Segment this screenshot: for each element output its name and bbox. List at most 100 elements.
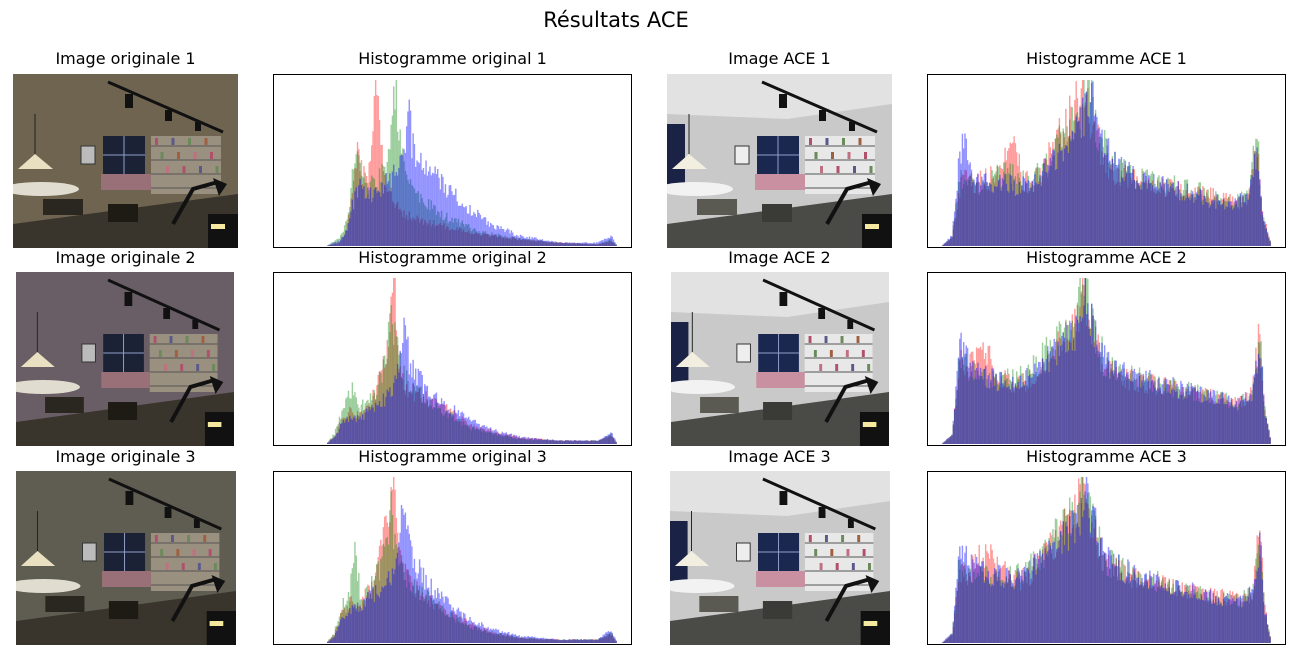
hist-bin — [1030, 584, 1032, 643]
hist-bin — [1070, 330, 1072, 444]
hist-bin — [1165, 195, 1168, 246]
hist-bin — [1109, 568, 1111, 643]
hist-bin — [1149, 388, 1151, 444]
hist-bin — [1171, 389, 1173, 444]
hist-bin — [1260, 341, 1262, 444]
hist-bin — [951, 434, 953, 444]
hist-bin — [1022, 583, 1024, 643]
hist-bin — [1050, 165, 1053, 246]
hist-bin — [338, 422, 341, 444]
hist-bin — [1092, 308, 1094, 444]
hist-bin — [1120, 560, 1123, 643]
hist-bin — [436, 402, 439, 444]
hist-bin — [1184, 584, 1186, 643]
hist-bin — [478, 429, 480, 444]
hist-bin — [327, 442, 329, 444]
hist-bin — [1019, 375, 1022, 444]
hist-bin — [1026, 583, 1028, 643]
ace-histogram-title-1: Histogramme ACE 1 — [1026, 49, 1187, 68]
hist-bin — [336, 243, 338, 246]
hist-bin — [962, 184, 965, 246]
hist-bin — [1021, 185, 1023, 246]
hist-bin — [1048, 538, 1050, 643]
hist-bin — [403, 317, 405, 444]
hist-bin — [566, 640, 568, 643]
hist-bin — [1080, 503, 1083, 643]
hist-bin — [424, 600, 426, 643]
hist-bin — [386, 358, 388, 444]
hist-bin — [473, 424, 475, 444]
hist-bin — [477, 630, 479, 643]
hist-bin — [983, 184, 986, 246]
hist-bin — [1112, 375, 1115, 444]
hist-bin — [1123, 180, 1125, 246]
hist-bin — [465, 425, 467, 444]
hist-bin — [1040, 369, 1042, 444]
hist-bin — [1147, 589, 1150, 643]
hist-bin — [953, 613, 956, 643]
hist-bin — [474, 228, 476, 246]
hist-bin — [1057, 536, 1059, 643]
hist-bin — [416, 585, 418, 643]
hist-bin — [1014, 176, 1017, 246]
hist-bin — [1187, 381, 1190, 444]
hist-bin — [1123, 362, 1125, 444]
hist-bin — [442, 415, 444, 444]
hist-bin — [1069, 516, 1071, 643]
hist-bin — [575, 243, 577, 246]
hist-bin — [1262, 592, 1265, 643]
hist-bin — [475, 217, 478, 246]
hist-bin — [968, 176, 970, 246]
hist-bin — [1244, 593, 1247, 643]
hist-bin — [1182, 592, 1185, 643]
hist-bin — [1221, 605, 1224, 643]
hist-bin — [554, 242, 557, 246]
hist-bin — [439, 217, 442, 246]
hist-bin — [513, 637, 515, 643]
hist-bin — [330, 639, 333, 643]
hist-bin — [1264, 225, 1266, 246]
hist-bin — [407, 219, 409, 246]
ace-histogram-title-2: Histogramme ACE 2 — [1026, 248, 1187, 267]
hist-bin — [554, 242, 557, 246]
hist-bin — [1225, 404, 1227, 444]
hist-bin — [1200, 386, 1203, 444]
hist-bin — [951, 634, 953, 643]
hist-bin — [1114, 371, 1116, 444]
hist-bin — [327, 245, 329, 246]
hist-bin — [536, 440, 538, 444]
hist-bin — [537, 439, 540, 444]
hist-bin — [473, 212, 475, 246]
hist-bin — [548, 240, 550, 246]
hist-bin — [1053, 541, 1055, 643]
hist-bin — [1158, 191, 1160, 246]
hist-bin — [1124, 376, 1127, 444]
hist-bin — [1078, 120, 1080, 246]
hist-bin — [1039, 167, 1041, 246]
hist-bin — [368, 589, 370, 643]
hist-bin — [1195, 199, 1198, 246]
hist-bin — [1144, 172, 1146, 246]
hist-bin — [1203, 195, 1205, 246]
hist-bin — [948, 437, 951, 444]
hist-bin — [1131, 380, 1133, 444]
hist-bin — [464, 207, 466, 246]
hist-bin — [601, 637, 603, 643]
hist-bin — [365, 198, 368, 246]
hist-bin — [1265, 613, 1267, 643]
hist-bin — [1057, 547, 1059, 643]
hist-bin — [1044, 373, 1046, 444]
hist-bin — [1114, 185, 1116, 246]
hist-bin — [343, 606, 346, 643]
hist-bin — [1185, 197, 1187, 246]
hist-bin — [500, 235, 502, 246]
hist-bin — [960, 582, 962, 643]
hist-bin — [1229, 406, 1231, 444]
hist-bin — [570, 243, 572, 246]
hist-bin — [1079, 107, 1081, 246]
hist-bin — [942, 244, 944, 246]
hist-bin — [1075, 513, 1077, 643]
hist-bin — [584, 243, 586, 246]
hist-bin — [511, 633, 514, 643]
hist-bin — [471, 233, 474, 246]
